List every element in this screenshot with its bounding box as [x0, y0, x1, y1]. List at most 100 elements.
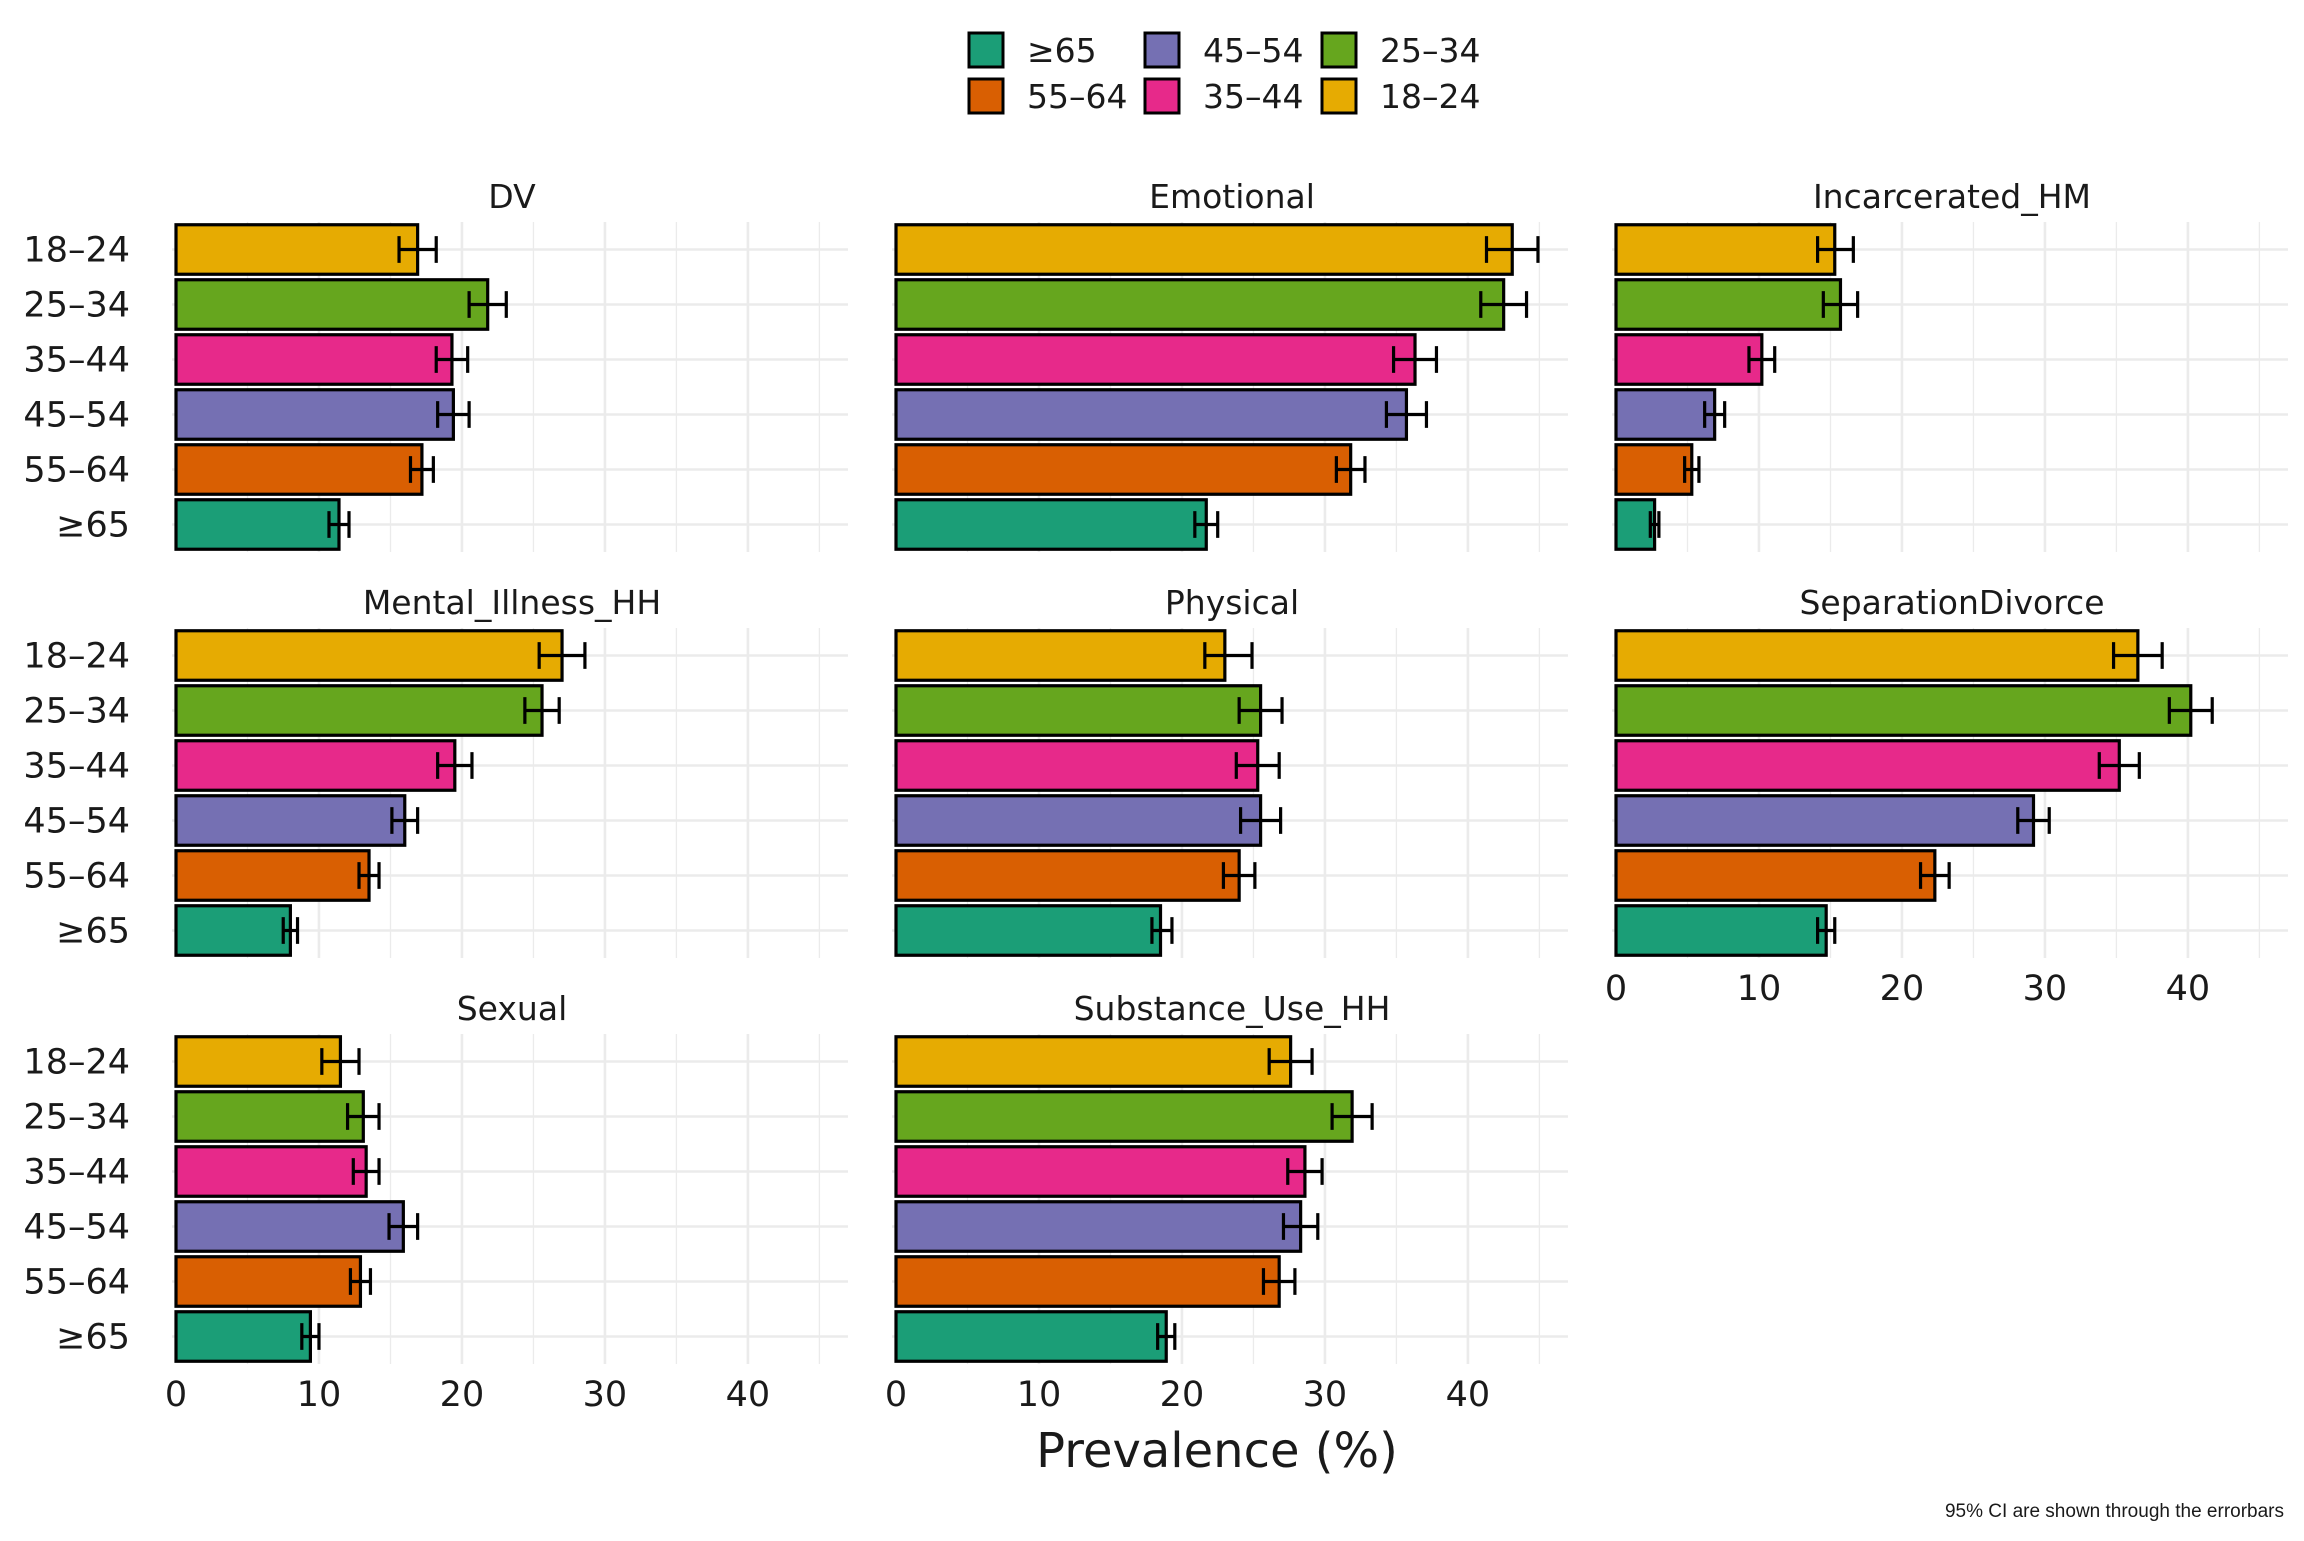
bar-incarcerated-hm-5	[1614, 498, 1657, 551]
error-bar	[387, 1213, 420, 1240]
error-bar	[357, 862, 381, 889]
bar-incarcerated-hm-0	[1614, 223, 1837, 276]
x-tick-label: 10	[297, 1375, 342, 1415]
y-tick-label: 25–34	[23, 286, 130, 326]
y-tick-label: ≥65	[56, 1318, 130, 1358]
panel-title: Mental_Illness_HH	[363, 583, 661, 622]
error-bar	[2097, 752, 2141, 779]
panel-title: SeparationDivorce	[1799, 583, 2104, 622]
error-bar	[281, 917, 300, 944]
legend-label-4: 35–44	[1203, 77, 1303, 116]
x-tick-label: 30	[1303, 1375, 1348, 1415]
y-tick-label: 25–34	[23, 692, 130, 732]
bar-emotional-2	[894, 333, 1417, 386]
bar-emotional-3	[894, 388, 1409, 441]
error-bar	[320, 1048, 361, 1075]
legend-swatch-5	[1320, 77, 1358, 115]
bar-mental-illness-hh-2	[174, 739, 457, 792]
x-tick-label: 10	[1017, 1375, 1062, 1415]
error-bar	[1918, 862, 1951, 889]
x-tick-label: 0	[1605, 969, 1627, 1009]
bar-separationdivorce-5	[1614, 904, 1828, 957]
bar-incarcerated-hm-2	[1614, 333, 1764, 386]
error-bar	[1267, 1048, 1314, 1075]
bar-dv-5	[174, 498, 341, 551]
legend-swatch-0	[967, 31, 1005, 69]
bar-dv-0	[174, 223, 420, 276]
error-bar	[1193, 511, 1220, 538]
panel-substance-use-hh: Substance_Use_HH 0 10 20 30 40	[885, 989, 1568, 1415]
legend-label-3: 55–64	[1027, 77, 1127, 116]
x-tick-label: 0	[885, 1375, 907, 1415]
error-bar	[2111, 642, 2164, 669]
bar-dv-1	[174, 278, 490, 331]
y-tick-label: 45–54	[23, 1208, 130, 1248]
bar-substance-use-hh-0	[894, 1035, 1293, 1088]
bar-emotional-1	[894, 278, 1506, 331]
error-bar	[1703, 401, 1727, 428]
error-bar	[1234, 752, 1281, 779]
error-bar	[345, 1103, 381, 1130]
y-tick-label: 35–44	[23, 747, 130, 787]
caption: 95% CI are shown through the errorbars	[1945, 1501, 2284, 1522]
error-bar	[1484, 236, 1540, 263]
error-bar	[1281, 1213, 1320, 1240]
bar-physical-3	[894, 794, 1263, 847]
legend: ≥65 45–54 25–34 55–64 35–44 18–24	[967, 31, 1480, 116]
panel-title: Incarcerated_HM	[1813, 177, 2091, 216]
x-tick-label: 10	[1737, 969, 1782, 1009]
error-bar	[1330, 1103, 1374, 1130]
bar-mental-illness-hh-3	[174, 794, 407, 847]
error-bar	[397, 236, 438, 263]
legend-label-0: ≥65	[1027, 31, 1097, 70]
legend-label-1: 45–54	[1203, 31, 1303, 70]
bar-mental-illness-hh-1	[174, 684, 544, 737]
legend-label-2: 25–34	[1380, 31, 1480, 70]
panel-mental-illness-hh: Mental_Illness_HH 18–24 25–34 35–44 45–54 55–…	[23, 583, 848, 958]
bar-incarcerated-hm-3	[1614, 388, 1717, 441]
error-bar	[1815, 236, 1855, 263]
error-bar	[1221, 862, 1257, 889]
bar-incarcerated-hm-4	[1614, 443, 1694, 496]
bar-sexual-2	[174, 1145, 368, 1198]
panel-title: DV	[488, 177, 536, 216]
bar-physical-0	[894, 629, 1227, 682]
x-tick-label: 40	[726, 1375, 771, 1415]
bar-substance-use-hh-1	[894, 1090, 1354, 1143]
bar-physical-2	[894, 739, 1260, 792]
y-tick-label: 18–24	[23, 1043, 130, 1083]
error-bar	[436, 401, 471, 428]
error-bar	[1648, 511, 1661, 538]
x-tick-label: 40	[2166, 969, 2211, 1009]
bar-mental-illness-hh-0	[174, 629, 564, 682]
bar-physical-4	[894, 849, 1241, 902]
y-tick-label: 45–54	[23, 396, 130, 436]
bar-dv-2	[174, 333, 454, 386]
panel-title: Substance_Use_HH	[1074, 989, 1391, 1028]
y-tick-label: 35–44	[23, 341, 130, 381]
bar-dv-3	[174, 388, 455, 441]
bar-separationdivorce-4	[1614, 849, 1937, 902]
bar-substance-use-hh-3	[894, 1200, 1303, 1253]
bar-sexual-0	[174, 1035, 343, 1088]
error-bar	[467, 291, 508, 318]
bar-sexual-5	[174, 1310, 312, 1363]
legend-swatch-2	[1320, 31, 1358, 69]
x-tick-label: 0	[165, 1375, 187, 1415]
error-bar	[1334, 456, 1367, 483]
panel-title: Physical	[1165, 583, 1299, 622]
error-bar	[1384, 401, 1429, 428]
bar-emotional-5	[894, 498, 1208, 551]
error-bar	[1261, 1268, 1297, 1295]
error-bar	[348, 1268, 373, 1295]
bar-substance-use-hh-2	[894, 1145, 1307, 1198]
error-bar	[351, 1158, 381, 1185]
bar-substance-use-hh-5	[894, 1310, 1168, 1363]
x-tick-label: 20	[440, 1375, 485, 1415]
bar-separationdivorce-1	[1614, 684, 2193, 737]
y-tick-label: 25–34	[23, 1098, 130, 1138]
panel-sexual: Sexual 18–24 25–34 35–44 45–54 55–64 ≥65 0 10 20 3…	[23, 989, 848, 1415]
bar-dv-4	[174, 443, 424, 496]
bar-emotional-4	[894, 443, 1353, 496]
